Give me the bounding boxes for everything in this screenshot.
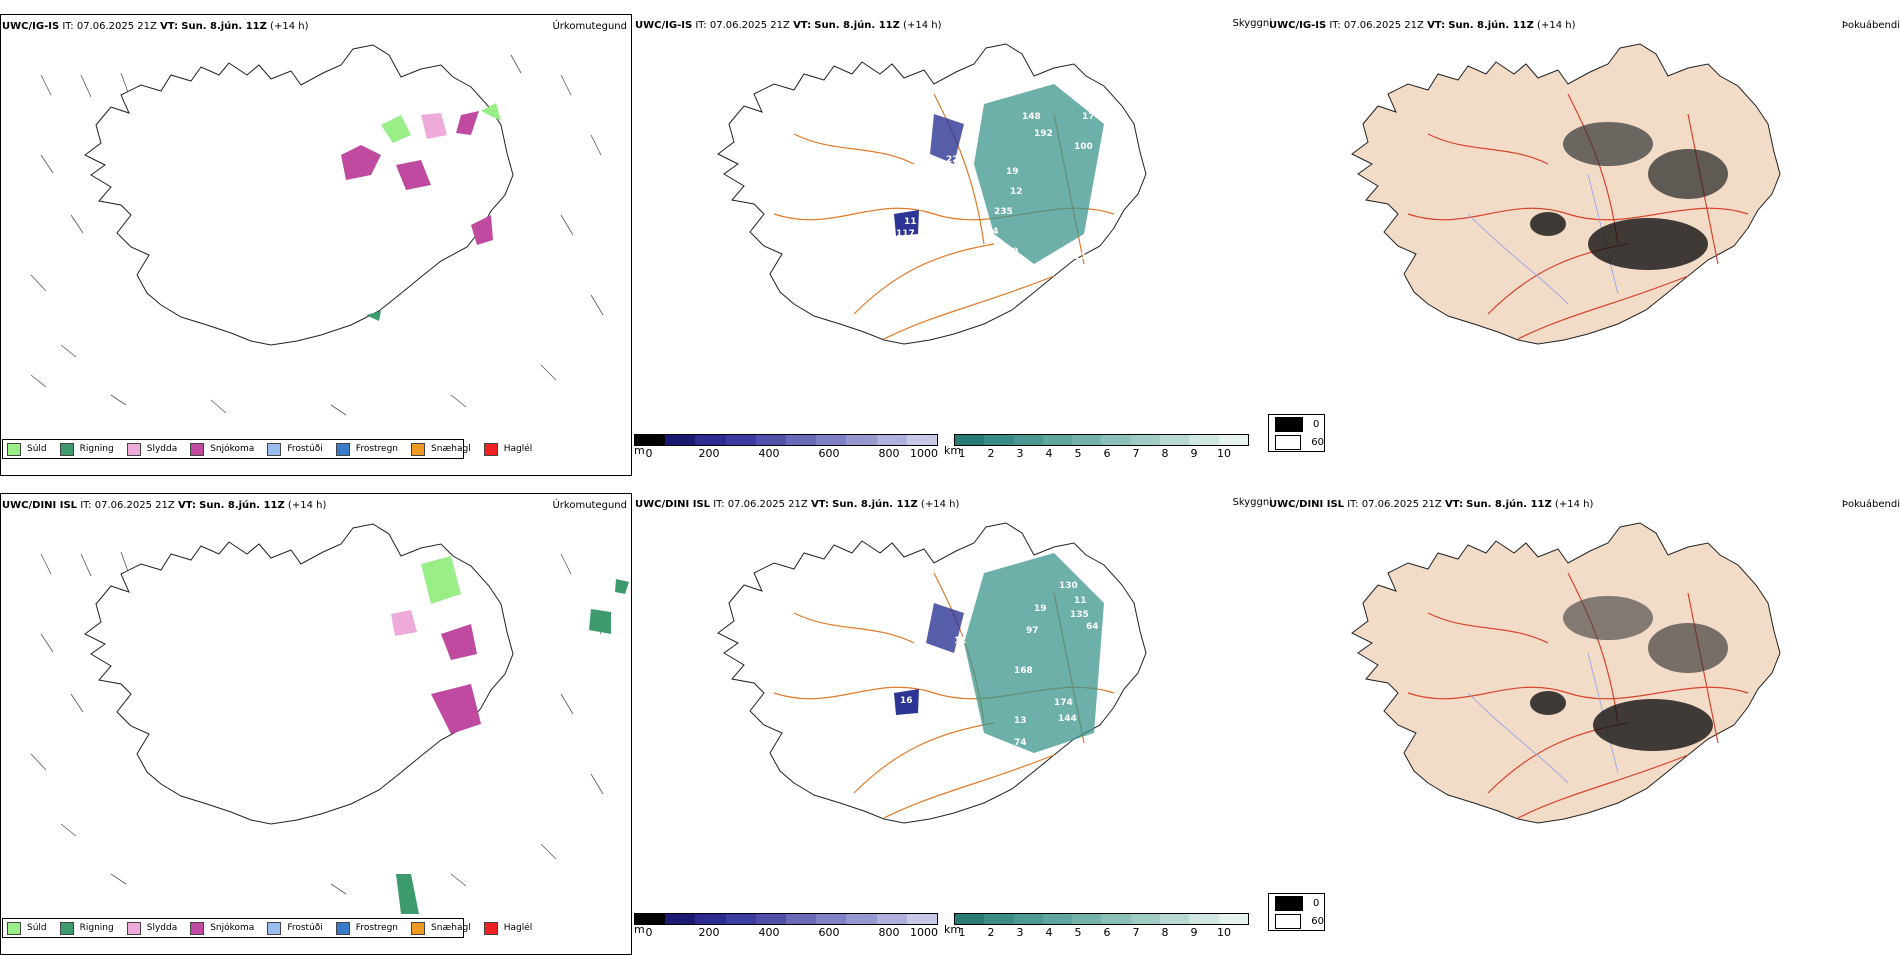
cloud-map: 148 192 22 19 12 235 14 11 117 16 19 100…	[717, 43, 1147, 345]
cloud-base-unit: m	[634, 923, 645, 936]
panel-header: UWC/DINI ISL IT: 07.06.2025 21Z VT: Sun.…	[635, 499, 960, 510]
cloud-map: 130 11 135 64 19 97 11 99 168 174 16 13 …	[717, 522, 1147, 824]
svg-text:99: 99	[934, 651, 947, 661]
svg-text:11: 11	[1074, 596, 1087, 606]
svg-text:16: 16	[900, 696, 913, 706]
fog-map	[1351, 522, 1781, 824]
fog-panel-row1: UWC/IG-IS IT: 07.06.2025 21Z VT: Sun. 8.…	[1268, 14, 1900, 476]
svg-text:174: 174	[1054, 698, 1073, 708]
precip-legend: Súld Rigning Slydda Snjókoma Frostúði Fr…	[2, 439, 532, 459]
cloud-labels: 130 11 135 64 19 97 11 99 168 174 16 13 …	[900, 581, 1109, 748]
precip-panel-row1: UWC/IG-IS IT: 07.06.2025 21Z VT: Sun. 8.…	[0, 14, 632, 476]
svg-text:19: 19	[1006, 167, 1019, 177]
cloud-panel-row1: UWC/IG-IS IT: 07.06.2025 21Z VT: Sun. 8.…	[634, 14, 1325, 476]
precip-legend: Súld Rigning Slydda Snjókoma Frostúði Fr…	[2, 918, 532, 938]
cloud-cover	[894, 84, 1104, 264]
svg-text:64: 64	[1086, 622, 1099, 632]
fog-panel-row2: UWC/DINI ISL IT: 07.06.2025 21Z VT: Sun.…	[1268, 493, 1900, 955]
panel-title: Skyggni	[1232, 18, 1272, 29]
panel-title: Úrkomutegund	[552, 500, 627, 511]
svg-text:18: 18	[944, 711, 957, 721]
fog-legend: 0 60	[1268, 893, 1325, 931]
svg-text:12: 12	[1010, 187, 1023, 197]
panel-title: Þokuábendi	[1841, 499, 1900, 510]
fog-map	[1351, 43, 1781, 345]
precip-cells	[341, 103, 501, 321]
panel-title: Skyggni	[1232, 497, 1272, 508]
cloud-base-colorbar: 0 200 400 600 800 1000	[634, 913, 938, 943]
svg-text:13: 13	[1014, 716, 1027, 726]
svg-text:11: 11	[954, 636, 967, 646]
svg-text:117: 117	[896, 229, 915, 239]
svg-text:135: 135	[1070, 610, 1089, 620]
svg-text:130: 130	[1059, 581, 1078, 591]
svg-text:22: 22	[946, 155, 959, 165]
svg-text:19: 19	[1006, 247, 1019, 257]
visibility-colorbar: 1 2 3 4 5 6 7 8 9 10	[954, 913, 1249, 943]
svg-text:127: 127	[1090, 584, 1109, 594]
svg-text:97: 97	[1026, 626, 1039, 636]
svg-text:74: 74	[1014, 738, 1027, 748]
cloud-panel-row2: UWC/DINI ISL IT: 07.06.2025 21Z VT: Sun.…	[634, 493, 1325, 955]
panel-header: UWC/IG-IS IT: 07.06.2025 21Z VT: Sun. 8.…	[2, 21, 309, 32]
panel-header: UWC/DINI ISL IT: 07.06.2025 21Z VT: Sun.…	[1269, 499, 1594, 510]
panel-header: UWC/DINI ISL IT: 07.06.2025 21Z VT: Sun.…	[2, 500, 327, 511]
cloud-base-colorbar: 0 200 400 600 800 1000	[634, 434, 938, 464]
cloud-base-unit: m	[634, 444, 645, 457]
svg-text:100: 100	[1074, 142, 1093, 152]
svg-text:235: 235	[994, 207, 1013, 217]
svg-text:144: 144	[1058, 714, 1077, 724]
svg-text:14: 14	[986, 227, 999, 237]
svg-text:19: 19	[1034, 604, 1047, 614]
cloud-labels: 148 192 22 19 12 235 14 11 117 16 19 100…	[896, 112, 1095, 262]
svg-text:148: 148	[1022, 112, 1041, 122]
cloud-cover	[894, 553, 1104, 753]
fog-intensity	[1530, 596, 1728, 751]
svg-text:192: 192	[1034, 129, 1053, 139]
svg-text:116: 116	[1074, 252, 1093, 262]
precip-cells	[391, 556, 629, 914]
panel-header: UWC/IG-IS IT: 07.06.2025 21Z VT: Sun. 8.…	[1269, 20, 1576, 31]
panel-header: UWC/IG-IS IT: 07.06.2025 21Z VT: Sun. 8.…	[635, 20, 942, 31]
svg-text:17: 17	[1082, 112, 1095, 122]
panel-title: Þokuábendi	[1841, 20, 1900, 31]
visibility-colorbar: 1 2 3 4 5 6 7 8 9 10	[954, 434, 1249, 464]
svg-text:168: 168	[1014, 666, 1033, 676]
fog-intensity	[1530, 122, 1728, 270]
svg-text:16: 16	[946, 232, 959, 242]
precip-map	[30, 44, 604, 416]
svg-text:11: 11	[904, 217, 917, 227]
visibility-unit: km	[944, 444, 962, 457]
fog-legend: 0 60	[1268, 414, 1325, 452]
panel-title: Úrkomutegund	[552, 21, 627, 32]
precip-panel-row2: UWC/DINI ISL IT: 07.06.2025 21Z VT: Sun.…	[0, 493, 632, 955]
precip-map	[30, 523, 629, 914]
visibility-unit: km	[944, 923, 962, 936]
